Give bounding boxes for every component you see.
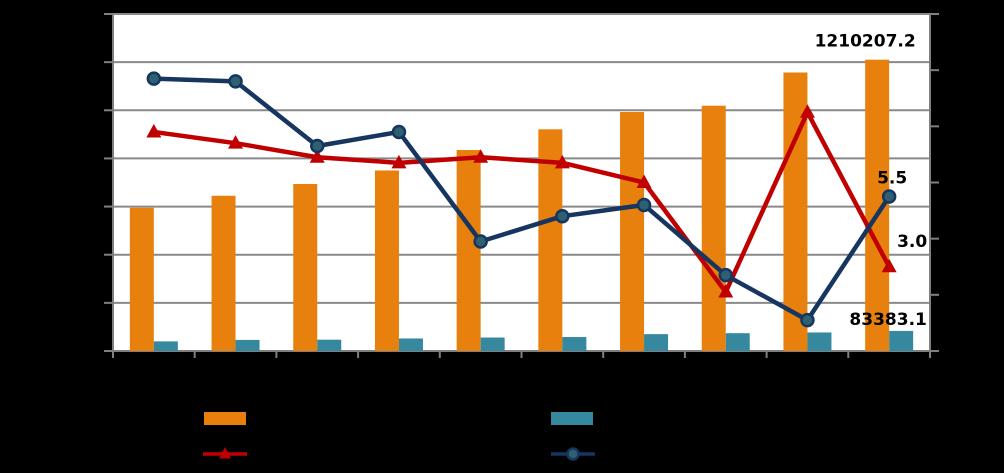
navy-circle-marker bbox=[800, 312, 815, 328]
teal-bar bbox=[725, 333, 750, 351]
navy-line bbox=[151, 76, 892, 323]
red-triangle-marker bbox=[146, 123, 162, 138]
teal-bar bbox=[235, 339, 260, 351]
legend-circle-icon bbox=[566, 447, 580, 461]
red-triangle-marker bbox=[309, 149, 325, 163]
navy-circle-marker bbox=[228, 74, 243, 89]
teal-bar bbox=[398, 338, 423, 351]
red-triangle-marker bbox=[228, 135, 244, 149]
legend-swatch-bar bbox=[551, 412, 593, 425]
data-label-orange-bars: 1210207.2 bbox=[815, 32, 916, 52]
teal-bar bbox=[153, 341, 178, 351]
red-triangle-marker bbox=[391, 154, 407, 169]
orange-bar bbox=[701, 105, 726, 351]
teal-bar bbox=[889, 330, 914, 351]
red-line bbox=[151, 110, 892, 295]
navy-circle-marker bbox=[881, 189, 897, 204]
legend-swatch-bar bbox=[204, 412, 246, 425]
navy-circle-marker bbox=[310, 138, 325, 154]
red-triangle-marker bbox=[799, 104, 815, 118]
navy-circle-marker bbox=[391, 124, 407, 140]
navy-circle-marker bbox=[718, 267, 733, 283]
navy-circle-marker bbox=[473, 234, 488, 249]
orange-bar bbox=[293, 183, 318, 351]
legend-triangle-icon bbox=[219, 447, 231, 459]
teal-bar bbox=[480, 337, 505, 351]
orange-bar bbox=[211, 195, 236, 351]
red-triangle-marker bbox=[554, 154, 570, 169]
red-triangle-marker bbox=[473, 149, 489, 163]
data-label-teal-bars: 83383.1 bbox=[849, 310, 926, 330]
navy-circle-marker bbox=[555, 208, 570, 224]
navy-circle-marker bbox=[146, 71, 162, 86]
data-label-navy-line: 5.5 bbox=[877, 169, 907, 189]
red-triangle-marker bbox=[881, 258, 897, 273]
red-triangle-marker bbox=[636, 174, 652, 188]
orange-bar bbox=[456, 150, 481, 351]
teal-bar bbox=[644, 334, 669, 351]
teal-bar bbox=[562, 337, 587, 351]
orange-bar bbox=[374, 170, 399, 351]
orange-bar bbox=[129, 207, 154, 351]
red-triangle-marker bbox=[718, 284, 734, 298]
teal-bar bbox=[317, 339, 342, 351]
navy-circle-marker bbox=[636, 197, 652, 213]
teal-bar bbox=[807, 332, 832, 351]
data-label-red-line: 3.0 bbox=[897, 232, 927, 252]
orange-bar bbox=[620, 111, 645, 352]
